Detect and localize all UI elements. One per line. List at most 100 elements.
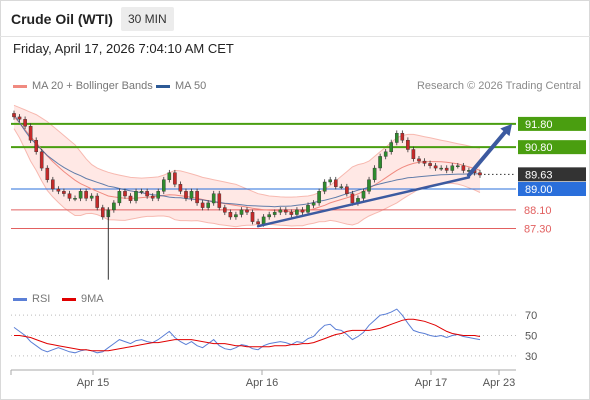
moving-averages-layer [13, 114, 481, 213]
candle-down [245, 209, 249, 213]
timestamp: Friday, April 17, 2026 7:04:10 AM CET [13, 41, 234, 56]
candles-layer [12, 110, 482, 280]
legend-ma50: MA 50 [156, 80, 206, 92]
candle-up [378, 156, 382, 169]
timeframe-button[interactable]: 30 MIN [121, 7, 174, 31]
candle-up [211, 193, 216, 204]
legend-rsi: RSI [13, 293, 50, 305]
candle-down [334, 179, 338, 187]
candle-down [406, 139, 410, 150]
candle-up [361, 191, 366, 199]
level-lines-layer [11, 122, 516, 230]
candle-down [417, 158, 421, 162]
candle-up [311, 202, 316, 206]
rsi-tick-50: 50 [525, 331, 537, 343]
candle-up [167, 172, 172, 180]
legend-label-ma20: MA 20 + Bollinger Bands [32, 80, 153, 92]
candle-up [206, 202, 211, 208]
support-label-88-10: 88.10 [524, 205, 552, 217]
legend-swatch-9ma [62, 297, 76, 301]
candle-up [383, 151, 388, 157]
candle-up [328, 179, 333, 183]
candle-down [400, 132, 405, 141]
candle-down [12, 113, 16, 118]
ma50-line [13, 114, 481, 208]
candle-down [128, 195, 133, 201]
candle-down [350, 193, 355, 204]
candle-up [339, 186, 344, 188]
legend-label-ma50: MA 50 [175, 80, 207, 92]
candle-up [134, 191, 138, 201]
candle-down [228, 212, 233, 218]
candle-down [17, 116, 22, 120]
legend-label-9ma: 9MA [81, 293, 104, 305]
rsi-tick-70: 70 [525, 310, 537, 322]
candle-down [284, 209, 288, 213]
time-tick-label: Apr 23 [483, 377, 515, 389]
candle-down [433, 165, 438, 169]
bollinger-lower-line [13, 128, 481, 228]
candle-down [62, 191, 66, 194]
candle-up [372, 167, 377, 180]
candle-up [317, 191, 321, 204]
candle-up [367, 179, 371, 192]
legend-swatch-ma20 [13, 84, 27, 88]
candle-up [272, 212, 277, 215]
candle-up [278, 209, 283, 213]
candle-down [195, 191, 199, 204]
research-credit: Research © 2026 Trading Central [416, 80, 581, 92]
candle-up [189, 191, 194, 199]
legend-swatch-rsi [13, 297, 27, 301]
forecast-arrow-shaft [466, 130, 507, 178]
resistance-label-90-80-bg [518, 140, 586, 155]
candle-up [156, 191, 161, 199]
resistance-label-90-80: 90.80 [525, 142, 553, 154]
candle-down [300, 209, 305, 213]
candle-up [73, 198, 77, 200]
candle-up [439, 167, 444, 170]
ma20-line [13, 116, 481, 213]
candle-down [95, 195, 99, 208]
candle-up [456, 165, 460, 168]
candle-down [428, 163, 432, 166]
resistance-label-91-80-bg [518, 116, 586, 131]
pivot-label-89-00: 89.00 [525, 184, 553, 196]
candle-up [389, 142, 394, 153]
candle-up [450, 165, 455, 171]
candle-up [117, 191, 122, 204]
chart-header: Crude Oil (WTI) 30 MIN [0, 0, 590, 37]
candle-down [173, 172, 177, 185]
candle-down [184, 191, 188, 199]
candle-down [345, 186, 349, 194]
candle-up [306, 205, 310, 213]
candle-down [34, 139, 38, 152]
support-trendline [256, 176, 471, 228]
rsi-tick-30: 30 [525, 351, 537, 363]
candle-up [78, 191, 83, 199]
candle-down [51, 179, 55, 190]
candle-down [150, 195, 155, 199]
candle-up [234, 214, 238, 218]
trend-layer [256, 123, 512, 228]
forecast-arrow-head [500, 123, 512, 137]
candle-down [178, 184, 183, 192]
legend-swatch-ma50 [156, 84, 170, 88]
last-label-89-63: 89.63 [525, 169, 553, 181]
candle-up [322, 181, 327, 192]
candle-down [200, 202, 205, 208]
candle-down [67, 193, 72, 199]
candle-up [267, 214, 272, 218]
candle-down [422, 160, 427, 164]
candle-up [161, 179, 166, 192]
candle-up [239, 209, 244, 215]
time-tick-label: Apr 17 [415, 377, 447, 389]
candle-down [56, 188, 61, 192]
candle-up [112, 202, 116, 211]
candle-down [123, 191, 127, 197]
candle-down [289, 212, 294, 215]
candle-up [395, 132, 399, 143]
candle-up [89, 195, 94, 199]
legend-label-rsi: RSI [32, 293, 51, 305]
candle-down [145, 191, 149, 197]
